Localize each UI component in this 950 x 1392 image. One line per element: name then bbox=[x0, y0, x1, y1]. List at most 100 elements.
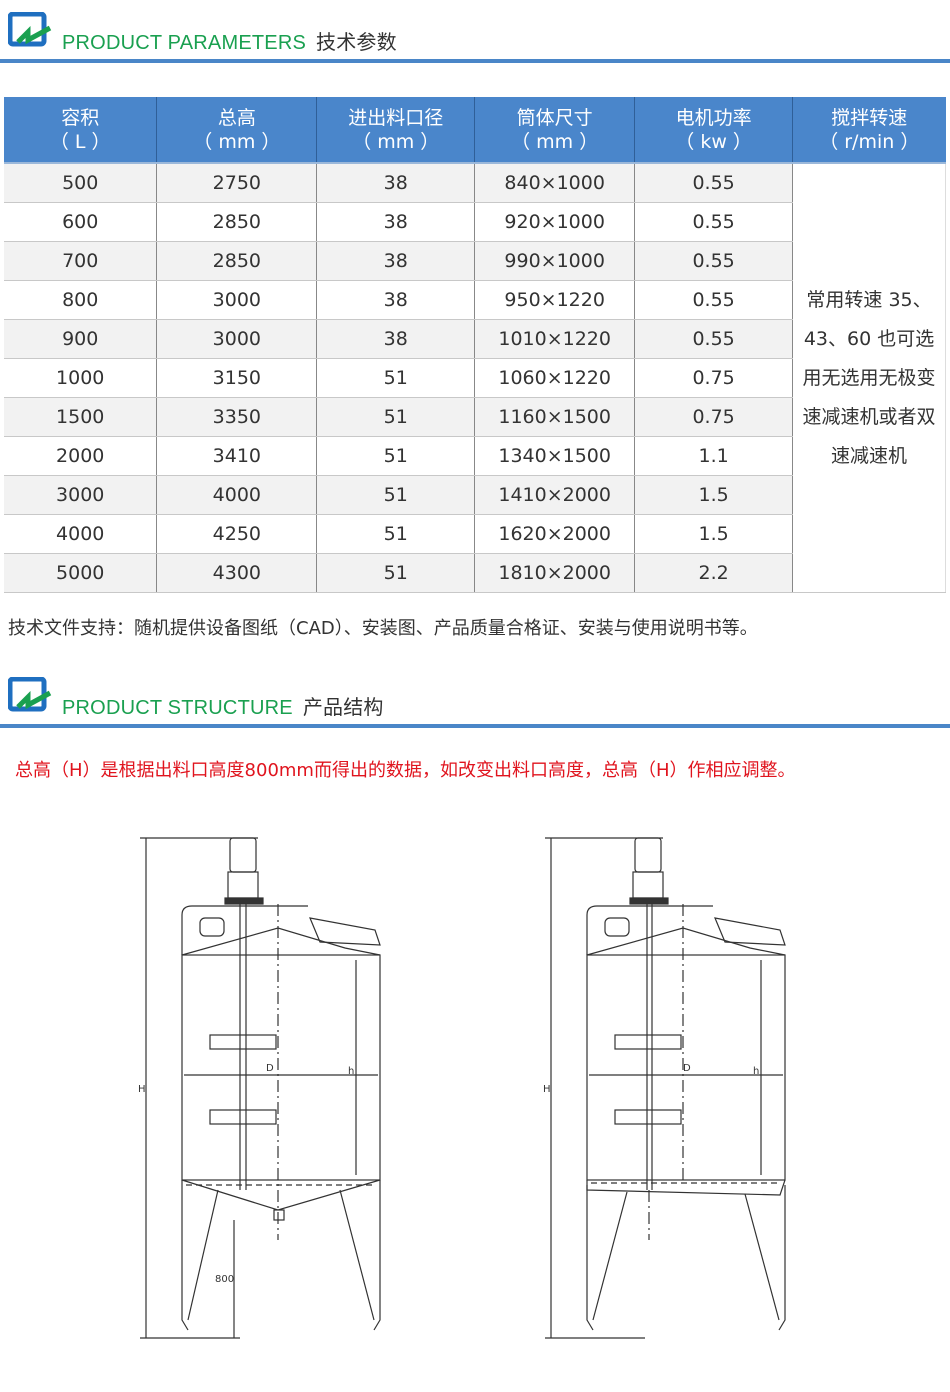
section-header-structure: PRODUCT STRUCTURE 产品结构 bbox=[0, 677, 950, 728]
table-cell: 5000 bbox=[4, 553, 158, 593]
tank-drawing-cone-bottom: H D h 800 bbox=[138, 837, 381, 1339]
table-cell: 2.2 bbox=[634, 553, 794, 593]
header-label: 总高 bbox=[217, 106, 256, 129]
table-row: 1500 3350 51 1160×1500 0.75 bbox=[4, 397, 946, 437]
table-cell: 1.5 bbox=[634, 514, 794, 554]
table-cell: 38 bbox=[316, 163, 476, 203]
table-cell: 2850 bbox=[156, 241, 318, 281]
table-cell: 51 bbox=[316, 475, 476, 515]
logo-icon bbox=[8, 677, 52, 712]
table-cell: 1160×1500 bbox=[474, 397, 636, 437]
section-header-parameters: PRODUCT PARAMETERS 技术参数 bbox=[0, 12, 950, 63]
divider bbox=[0, 59, 950, 63]
parameters-table: 容积（ L ）总高（ mm ）进出料口径（ mm ）筒体尺寸（ mm ）电机功率… bbox=[4, 97, 946, 593]
header-unit: （ mm ） bbox=[352, 130, 440, 153]
label-h: h bbox=[753, 1066, 759, 1077]
table-cell: 1410×2000 bbox=[474, 475, 636, 515]
table-cell: 4000 bbox=[156, 475, 318, 515]
table-row: 1000 3150 51 1060×1220 0.75 bbox=[4, 358, 946, 398]
speed-note-cell: 常用转速 35、43、60 也可选用无选用无极变速减速机或者双速减速机 bbox=[792, 163, 946, 593]
table-cell: 38 bbox=[316, 202, 476, 242]
label-H: H bbox=[138, 1084, 146, 1095]
logo-icon bbox=[8, 12, 52, 47]
table-row: 2000 3410 51 1340×1500 1.1 bbox=[4, 436, 946, 476]
table-cell: 1.5 bbox=[634, 475, 794, 515]
section-title: PRODUCT STRUCTURE 产品结构 bbox=[62, 697, 384, 719]
table-cell: 4300 bbox=[156, 553, 318, 593]
table-row: 800 3000 38 950×1220 0.55 bbox=[4, 280, 946, 320]
table-row: 900 3000 38 1010×1220 0.55 bbox=[4, 319, 946, 359]
table-cell: 38 bbox=[316, 280, 476, 320]
table-cell: 1010×1220 bbox=[474, 319, 636, 359]
table-cell: 700 bbox=[4, 241, 158, 281]
label-h: h bbox=[348, 1066, 354, 1077]
header-unit: （ kw ） bbox=[675, 130, 752, 153]
table-cell: 0.55 bbox=[634, 280, 794, 320]
section-title: PRODUCT PARAMETERS 技术参数 bbox=[62, 32, 397, 54]
table-cell: 0.75 bbox=[634, 397, 794, 437]
column-header: 电机功率（ kw ） bbox=[634, 97, 794, 164]
column-header: 搅拌转速（ r/min ） bbox=[792, 97, 946, 164]
table-cell: 4000 bbox=[4, 514, 158, 554]
table-row: 600 2850 38 920×1000 0.55 bbox=[4, 202, 946, 242]
table-cell: 800 bbox=[4, 280, 158, 320]
table-cell: 3350 bbox=[156, 397, 318, 437]
table-cell: 1000 bbox=[4, 358, 158, 398]
table-cell: 0.55 bbox=[634, 241, 794, 281]
table-cell: 840×1000 bbox=[474, 163, 636, 203]
header-unit: （ mm ） bbox=[193, 130, 281, 153]
header-label: 筒体尺寸 bbox=[516, 106, 593, 129]
table-cell: 2750 bbox=[156, 163, 318, 203]
table-cell: 51 bbox=[316, 553, 476, 593]
header-unit: （ r/min ） bbox=[819, 130, 920, 153]
header-label: 电机功率 bbox=[675, 106, 752, 129]
divider bbox=[0, 724, 950, 728]
table-cell: 0.75 bbox=[634, 358, 794, 398]
table-row: 500 2750 38 840×1000 0.55 常用转速 35、43、60 也可选用无… bbox=[4, 163, 946, 593]
column-header: 进出料口径（ mm ） bbox=[316, 97, 476, 164]
tech-docs-note: 技术文件支持：随机提供设备图纸（CAD）、安装图、产品质量合格证、安装与使用说明… bbox=[8, 618, 758, 639]
column-header: 容积（ L ） bbox=[4, 97, 158, 164]
table-cell: 500 bbox=[4, 163, 158, 203]
table-cell: 3000 bbox=[156, 319, 318, 359]
table-cell: 990×1000 bbox=[474, 241, 636, 281]
table-cell: 950×1220 bbox=[474, 280, 636, 320]
table-cell: 3000 bbox=[4, 475, 158, 515]
table-cell: 51 bbox=[316, 514, 476, 554]
table-cell: 900 bbox=[4, 319, 158, 359]
column-header: 筒体尺寸（ mm ） bbox=[474, 97, 636, 164]
header-label: 容积 bbox=[61, 106, 100, 129]
label-H: H bbox=[543, 1084, 551, 1095]
table-cell: 1340×1500 bbox=[474, 436, 636, 476]
column-header: 总高（ mm ） bbox=[156, 97, 318, 164]
table-cell: 2000 bbox=[4, 436, 158, 476]
table-cell: 38 bbox=[316, 319, 476, 359]
table-cell: 2850 bbox=[156, 202, 318, 242]
label-800: 800 bbox=[215, 1274, 234, 1285]
table-cell: 1810×2000 bbox=[474, 553, 636, 593]
table-cell: 38 bbox=[316, 241, 476, 281]
header-label: 搅拌转速 bbox=[831, 106, 908, 129]
table-cell: 1.1 bbox=[634, 436, 794, 476]
table-cell: 1620×2000 bbox=[474, 514, 636, 554]
table-cell: 1500 bbox=[4, 397, 158, 437]
table-cell: 51 bbox=[316, 397, 476, 437]
table-cell: 3000 bbox=[156, 280, 318, 320]
table-cell: 0.55 bbox=[634, 202, 794, 242]
table-cell: 51 bbox=[316, 358, 476, 398]
table-cell: 4250 bbox=[156, 514, 318, 554]
tank-drawing-flat-bottom: H D h bbox=[543, 837, 786, 1339]
table-cell: 0.55 bbox=[634, 163, 794, 203]
header-label: 进出料口径 bbox=[348, 106, 444, 129]
table-row: 700 2850 38 990×1000 0.55 bbox=[4, 241, 946, 281]
table-cell: 1060×1220 bbox=[474, 358, 636, 398]
label-D: D bbox=[683, 1063, 691, 1074]
table-row: 3000 4000 51 1410×2000 1.5 bbox=[4, 475, 946, 515]
table-cell: 600 bbox=[4, 202, 158, 242]
header-unit: （ mm ） bbox=[511, 130, 599, 153]
label-D: D bbox=[266, 1063, 274, 1074]
table-row: 4000 4250 51 1620×2000 1.5 bbox=[4, 514, 946, 554]
table-cell: 51 bbox=[316, 436, 476, 476]
table-cell: 3150 bbox=[156, 358, 318, 398]
table-row: 5000 4300 51 1810×2000 2.2 bbox=[4, 553, 946, 593]
